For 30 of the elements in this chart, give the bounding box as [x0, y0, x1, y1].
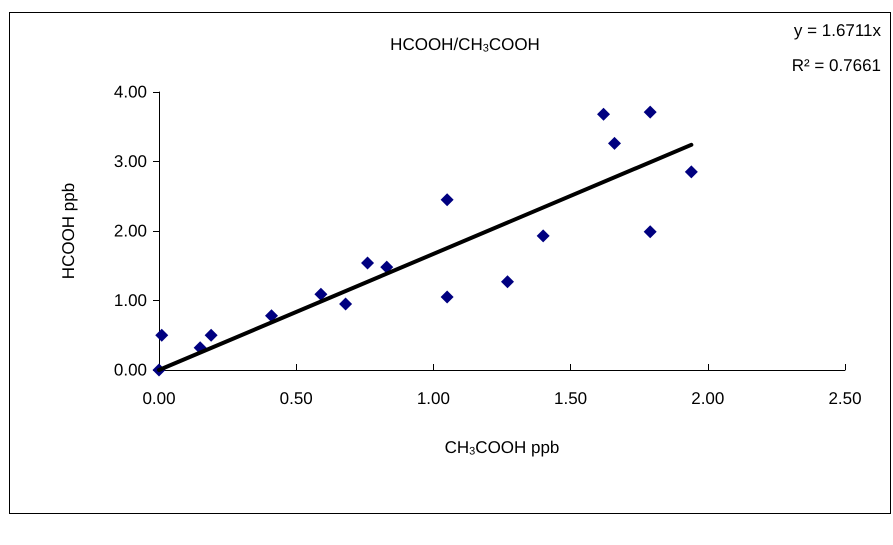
y-tick-label: 0.00 [114, 360, 147, 380]
y-tick-label: 3.00 [114, 152, 147, 171]
x-tick-label: 1.50 [554, 389, 588, 408]
y-axis-title: HCOOH ppb [59, 182, 78, 280]
point [155, 328, 168, 342]
point [314, 288, 328, 301]
point [644, 225, 657, 238]
y-tick-label: 1.00 [114, 291, 147, 310]
text: R² = 0.7661 [792, 56, 882, 75]
point [684, 165, 698, 178]
point [265, 309, 278, 322]
point [644, 106, 657, 119]
point [536, 229, 550, 242]
point [608, 136, 622, 150]
x-tick-label: 0.00 [142, 389, 176, 408]
point [597, 108, 610, 121]
point [361, 256, 374, 270]
point [440, 193, 454, 206]
point [440, 290, 454, 304]
point [380, 260, 394, 274]
point [204, 328, 218, 342]
y-tick-label: 4.00 [114, 82, 147, 102]
x-tick-label: 0.50 [280, 389, 313, 408]
x-tick-label: 2.00 [691, 389, 724, 408]
point [339, 297, 352, 310]
text: y = 1.6711x [794, 21, 882, 40]
y-tick-label: 2.00 [114, 222, 147, 240]
x-tick-label: 2.50 [828, 389, 862, 408]
x-tick-label: 1.00 [416, 389, 450, 408]
point [500, 275, 514, 288]
